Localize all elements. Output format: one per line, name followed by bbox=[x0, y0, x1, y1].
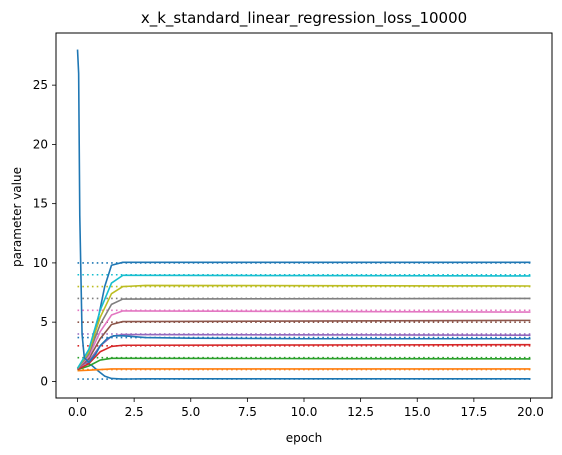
x-tick-label: 5.0 bbox=[181, 405, 200, 419]
series-line-6 bbox=[77, 343, 531, 371]
x-tick-label: 15.0 bbox=[404, 405, 431, 419]
series-line-11 bbox=[76, 284, 531, 369]
y-tick-label: 20 bbox=[33, 137, 48, 151]
x-tick-label: 12.5 bbox=[347, 405, 374, 419]
x-tick-label: 17.5 bbox=[461, 405, 488, 419]
y-axis: 0 5 10 15 20 25 bbox=[33, 78, 56, 388]
x-tick-label: 20.0 bbox=[517, 405, 544, 419]
series-line-9 bbox=[76, 310, 531, 369]
series-lines bbox=[76, 49, 531, 380]
chart-title: x_k_standard_linear_regression_loss_1000… bbox=[141, 9, 467, 28]
y-tick-label: 10 bbox=[33, 256, 48, 270]
x-axis: 0.0 2.5 5.0 7.5 10.0 12.5 15.0 17.5 20.0 bbox=[68, 398, 544, 419]
x-tick-label: 0.0 bbox=[68, 405, 87, 419]
series-line-1 bbox=[76, 49, 531, 364]
series-line-10 bbox=[76, 297, 531, 369]
series-line-5 bbox=[77, 357, 531, 371]
y-axis-label: parameter value bbox=[10, 167, 24, 267]
series-line-7 bbox=[77, 333, 531, 370]
y-tick-label: 25 bbox=[33, 78, 48, 92]
series-line-12 bbox=[76, 274, 531, 369]
y-tick-label: 0 bbox=[40, 374, 48, 388]
x-tick-label: 2.5 bbox=[125, 405, 144, 419]
x-tick-label: 7.5 bbox=[238, 405, 257, 419]
x-tick-label: 10.0 bbox=[291, 405, 318, 419]
x-axis-label: epoch bbox=[286, 431, 323, 445]
series-line-4 bbox=[77, 368, 531, 372]
y-tick-label: 15 bbox=[33, 197, 48, 211]
y-tick-label: 5 bbox=[40, 315, 48, 329]
